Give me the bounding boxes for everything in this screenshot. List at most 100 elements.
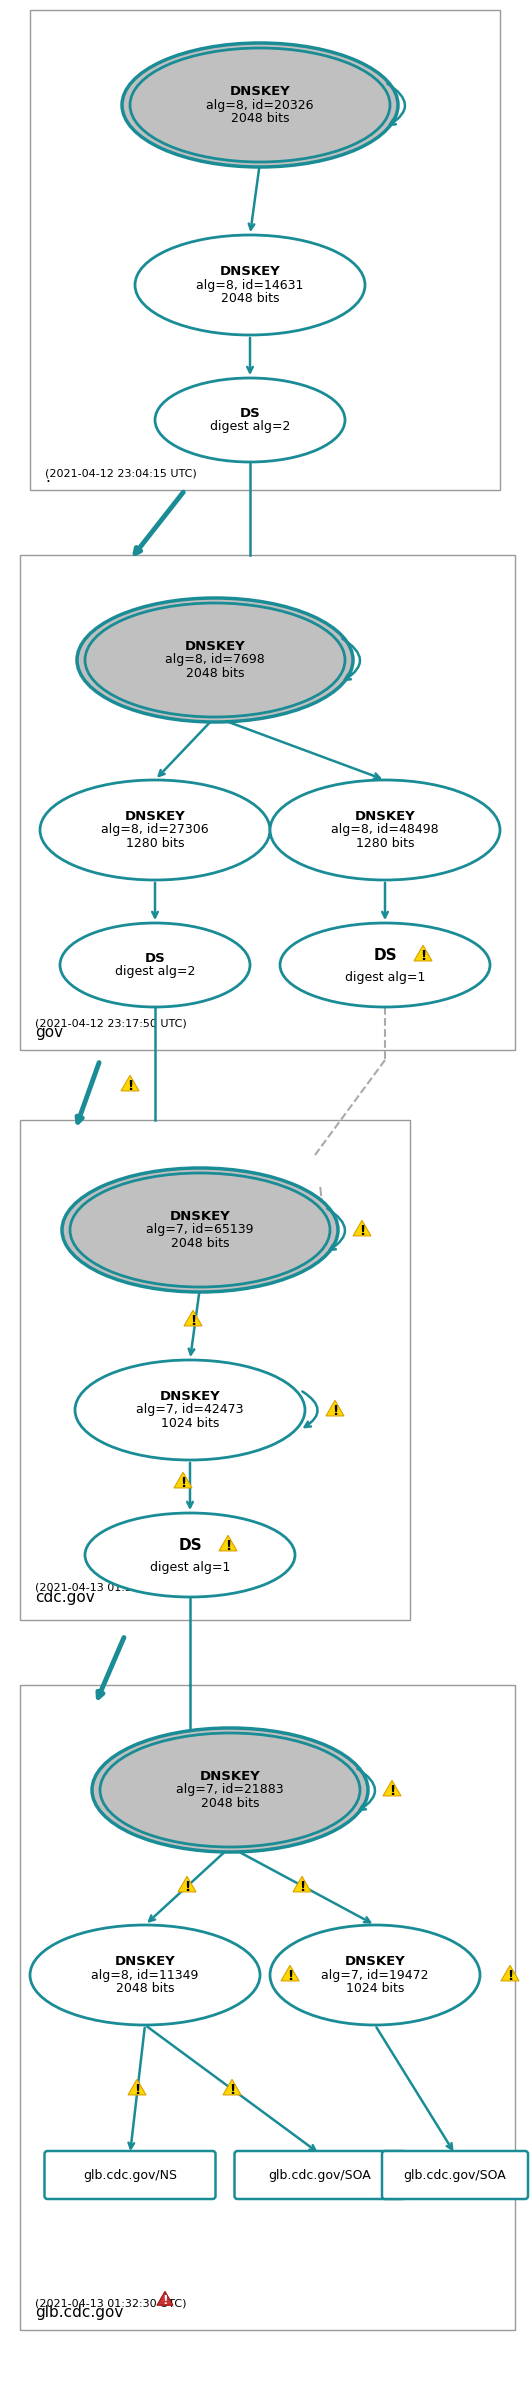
Text: DNSKEY: DNSKEY	[200, 1771, 260, 1783]
Text: DNSKEY: DNSKEY	[185, 640, 245, 654]
Polygon shape	[157, 2291, 173, 2305]
Text: 2048 bits: 2048 bits	[201, 1797, 259, 1809]
Ellipse shape	[280, 922, 490, 1006]
Text: glb.cdc.gov/SOA: glb.cdc.gov/SOA	[269, 2168, 371, 2180]
Text: !: !	[507, 1970, 513, 1984]
Text: !: !	[162, 2295, 168, 2307]
Text: 1024 bits: 1024 bits	[346, 1981, 404, 1996]
Text: 2048 bits: 2048 bits	[231, 113, 289, 125]
Polygon shape	[383, 1780, 401, 1797]
Text: !: !	[190, 1313, 196, 1327]
Text: gov: gov	[35, 1025, 63, 1040]
Text: DNSKEY: DNSKEY	[345, 1955, 405, 1967]
Text: DS: DS	[239, 407, 260, 419]
Text: !: !	[127, 1078, 133, 1093]
FancyBboxPatch shape	[30, 10, 500, 491]
Text: !: !	[359, 1224, 365, 1239]
Ellipse shape	[85, 1512, 295, 1598]
Text: DNSKEY: DNSKEY	[115, 1955, 175, 1967]
FancyBboxPatch shape	[20, 1119, 410, 1620]
Ellipse shape	[100, 1732, 360, 1847]
Polygon shape	[223, 2080, 241, 2094]
Text: (2021-04-12 23:04:15 UTC): (2021-04-12 23:04:15 UTC)	[45, 467, 197, 477]
FancyBboxPatch shape	[20, 556, 515, 1049]
Text: !: !	[225, 1538, 231, 1553]
Text: alg=7, id=65139: alg=7, id=65139	[146, 1224, 254, 1236]
Polygon shape	[281, 1965, 299, 1981]
Text: !: !	[287, 1970, 293, 1984]
Ellipse shape	[75, 1361, 305, 1459]
Text: 1280 bits: 1280 bits	[126, 836, 184, 851]
Text: DNSKEY: DNSKEY	[125, 810, 185, 824]
Text: DNSKEY: DNSKEY	[220, 266, 280, 278]
Polygon shape	[121, 1076, 139, 1090]
FancyBboxPatch shape	[235, 2152, 406, 2200]
Ellipse shape	[122, 43, 398, 168]
Text: !: !	[134, 2082, 140, 2096]
Text: DS: DS	[178, 1538, 202, 1553]
FancyBboxPatch shape	[382, 2152, 528, 2200]
Text: alg=7, id=19472: alg=7, id=19472	[321, 1970, 429, 1981]
Text: 2048 bits: 2048 bits	[221, 292, 279, 304]
Text: alg=8, id=11349: alg=8, id=11349	[91, 1970, 199, 1981]
Text: glb.cdc.gov/NS: glb.cdc.gov/NS	[83, 2168, 177, 2180]
Text: !: !	[229, 2082, 235, 2096]
Polygon shape	[501, 1965, 519, 1981]
Ellipse shape	[155, 379, 345, 462]
Text: 1024 bits: 1024 bits	[161, 1416, 219, 1430]
Text: DS: DS	[373, 946, 397, 963]
Text: !: !	[180, 1476, 186, 1490]
Polygon shape	[128, 2080, 146, 2094]
FancyBboxPatch shape	[45, 2152, 216, 2200]
FancyBboxPatch shape	[20, 1684, 515, 2329]
Text: glb.cdc.gov/SOA: glb.cdc.gov/SOA	[404, 2168, 507, 2180]
Text: DS: DS	[144, 951, 165, 966]
Text: !: !	[389, 1783, 395, 1797]
Ellipse shape	[270, 781, 500, 879]
Polygon shape	[178, 1876, 196, 1893]
Text: !: !	[184, 1881, 190, 1893]
Ellipse shape	[77, 599, 353, 721]
Polygon shape	[293, 1876, 311, 1893]
Text: 2048 bits: 2048 bits	[186, 666, 244, 680]
Text: alg=7, id=42473: alg=7, id=42473	[136, 1404, 244, 1416]
Text: 2048 bits: 2048 bits	[116, 1981, 174, 1996]
Polygon shape	[219, 1536, 237, 1550]
Ellipse shape	[60, 922, 250, 1006]
Ellipse shape	[85, 604, 345, 716]
Text: DNSKEY: DNSKEY	[355, 810, 415, 824]
Ellipse shape	[135, 235, 365, 335]
Ellipse shape	[30, 1924, 260, 2025]
Polygon shape	[326, 1399, 344, 1416]
Ellipse shape	[62, 1167, 338, 1291]
Ellipse shape	[70, 1174, 330, 1287]
Text: !: !	[420, 949, 426, 963]
Text: alg=8, id=7698: alg=8, id=7698	[165, 654, 265, 666]
Text: glb.cdc.gov: glb.cdc.gov	[35, 2305, 123, 2319]
Ellipse shape	[130, 48, 390, 163]
Text: DNSKEY: DNSKEY	[229, 86, 290, 98]
Text: !: !	[332, 1404, 338, 1418]
Text: DNSKEY: DNSKEY	[169, 1210, 230, 1224]
Polygon shape	[184, 1311, 202, 1325]
Text: (2021-04-13 01:32:30 UTC): (2021-04-13 01:32:30 UTC)	[35, 2298, 186, 2307]
Text: digest alg=1: digest alg=1	[150, 1560, 230, 1574]
Text: digest alg=2: digest alg=2	[115, 966, 195, 978]
Text: !: !	[299, 1881, 305, 1893]
Text: alg=8, id=20326: alg=8, id=20326	[206, 98, 314, 113]
Text: alg=8, id=48498: alg=8, id=48498	[331, 824, 439, 836]
Text: alg=8, id=27306: alg=8, id=27306	[101, 824, 209, 836]
Text: digest alg=2: digest alg=2	[210, 419, 290, 434]
Polygon shape	[414, 946, 432, 961]
Text: alg=8, id=14631: alg=8, id=14631	[196, 278, 304, 292]
Text: digest alg=1: digest alg=1	[345, 970, 425, 982]
Text: 1280 bits: 1280 bits	[356, 836, 414, 851]
Ellipse shape	[270, 1924, 480, 2025]
Ellipse shape	[92, 1728, 368, 1852]
Polygon shape	[353, 1220, 371, 1236]
Polygon shape	[174, 1471, 192, 1488]
Ellipse shape	[40, 781, 270, 879]
Text: (2021-04-12 23:17:50 UTC): (2021-04-12 23:17:50 UTC)	[35, 1018, 187, 1028]
Text: .: .	[45, 470, 50, 484]
Text: 2048 bits: 2048 bits	[171, 1236, 229, 1251]
